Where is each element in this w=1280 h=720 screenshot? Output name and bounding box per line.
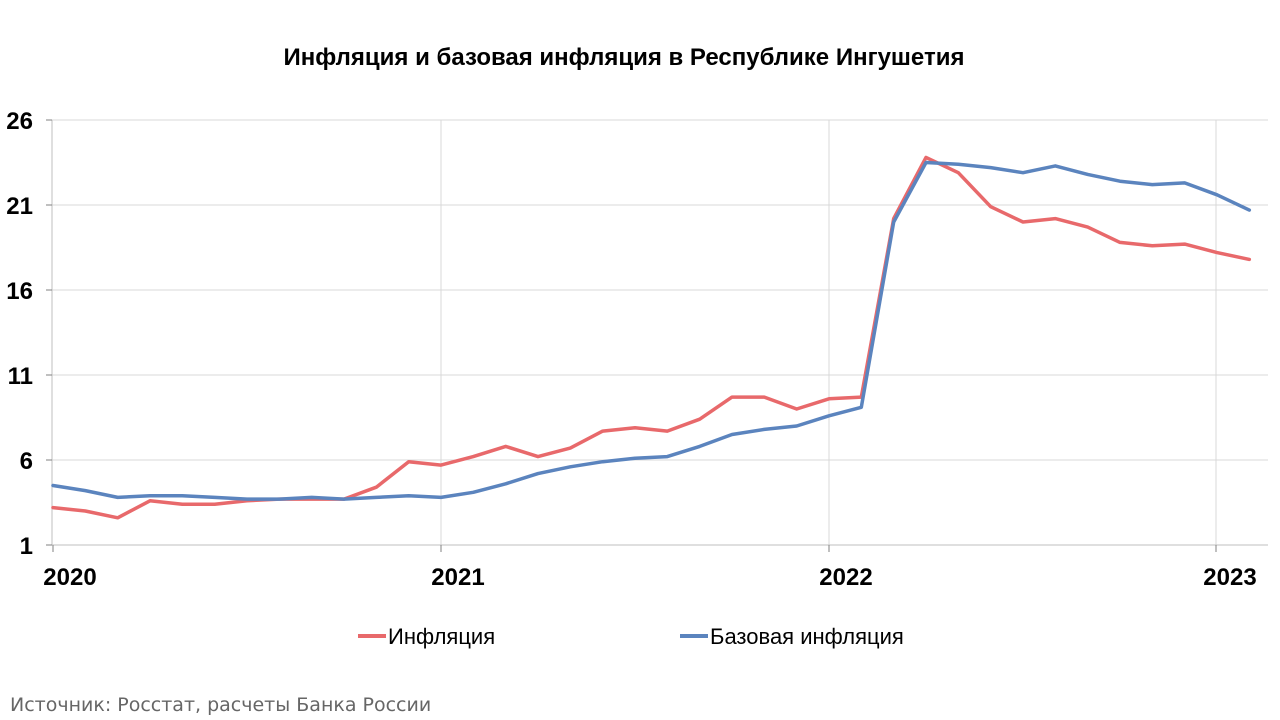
legend-item-core-inflation[interactable]: Базовая инфляция <box>680 624 904 649</box>
x-tick-label: 2020 <box>43 564 96 591</box>
y-tick-label: 11 <box>8 363 33 390</box>
plot-area <box>51 155 1252 520</box>
series-line-core-inflation <box>51 160 1252 501</box>
x-tick-label: 2023 <box>1203 564 1256 591</box>
source-note: Источник: Росстат, расчеты Банка России <box>10 694 431 716</box>
legend-item-inflation[interactable]: Инфляция <box>358 624 495 649</box>
x-axis: 2020 2021 2022 2023 <box>43 545 1257 591</box>
y-tick-label: 1 <box>20 533 33 560</box>
x-tick-label: 2022 <box>819 564 872 591</box>
y-tick-label: 6 <box>20 448 33 475</box>
series-line-inflation <box>51 155 1252 520</box>
chart-title: Инфляция и базовая инфляция в Республике… <box>284 44 965 71</box>
legend-label-core-inflation: Базовая инфляция <box>710 624 904 649</box>
legend-label-inflation: Инфляция <box>388 624 495 649</box>
x-tick-label: 2021 <box>431 564 484 591</box>
legend: Инфляция Базовая инфляция <box>358 624 904 649</box>
y-tick-label: 16 <box>6 278 33 305</box>
y-tick-label: 21 <box>6 193 33 220</box>
y-tick-label: 26 <box>6 108 33 135</box>
gridlines <box>51 119 1268 546</box>
